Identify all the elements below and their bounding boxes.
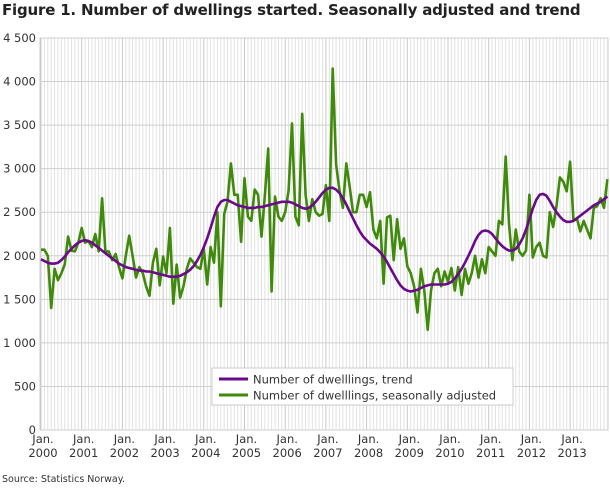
chart-title: Figure 1. Number of dwellings started. S… [2, 1, 581, 19]
plot-area [39, 37, 609, 431]
x-tick-label-year: 2002 [110, 446, 139, 460]
x-tick-label-month: Jan. [31, 432, 53, 446]
y-tick-label: 3 000 [3, 162, 36, 176]
x-tick-label-month: Jan. [438, 432, 460, 446]
x-tick-label-month: Jan. [72, 432, 94, 446]
y-tick-label: 3 500 [3, 118, 36, 132]
y-axis: 0 500 1 000 1 500 2 000 2 500 3 000 3 500 4 000 4… [3, 31, 36, 437]
x-tick-label-month: Jan. [194, 432, 216, 446]
legend-label: Number of dwelllings, seasonally adjuste… [253, 389, 496, 403]
x-tick-label-year: 2012 [517, 446, 546, 460]
x-tick-label-month: Jan. [276, 432, 298, 446]
series-lines [40, 67, 609, 332]
x-tick-label-year: 2003 [150, 446, 179, 460]
y-tick-label: 1 000 [3, 336, 36, 350]
grid [39, 37, 609, 431]
y-tick-label: 4 000 [3, 75, 36, 89]
x-tick-label-year: 2000 [28, 446, 57, 460]
y-tick-label: 500 [14, 379, 36, 393]
x-tick-label-year: 2005 [232, 446, 261, 460]
x-tick-label-month: Jan. [520, 432, 542, 446]
y-tick-label: 1 500 [3, 292, 36, 306]
x-tick-label-month: Jan. [398, 432, 420, 446]
x-tick-label-year: 2006 [273, 446, 302, 460]
seasonally-adjusted-line [41, 67, 609, 332]
trend-line [40, 186, 609, 293]
y-tick-label: 2 500 [3, 205, 36, 219]
legend: Number of dwelllings, trend Number of dwe… [211, 367, 514, 406]
x-tick-label-month: Jan. [316, 432, 338, 446]
x-tick-label-month: Jan. [113, 432, 135, 446]
x-tick-label-year: 2009 [395, 446, 424, 460]
x-tick-label-month: Jan. [479, 432, 501, 446]
x-tick-label-month: Jan. [560, 432, 582, 446]
y-tick-label: 2 000 [3, 249, 36, 263]
x-tick-label-year: 2008 [354, 446, 383, 460]
legend-label: Number of dwelllings, trend [253, 373, 413, 387]
x-tick-label-year: 2013 [557, 446, 586, 460]
x-tick-label-month: Jan. [235, 432, 257, 446]
source-note: Source: Statistics Norway. [2, 474, 125, 485]
x-tick-label-year: 2001 [69, 446, 98, 460]
x-axis: Jan.2000Jan.2001Jan.2002Jan.2003Jan.2004… [28, 432, 586, 460]
x-tick-label-month: Jan. [357, 432, 379, 446]
x-tick-label-month: Jan. [153, 432, 175, 446]
legend-box [211, 367, 514, 406]
x-tick-label-year: 2007 [313, 446, 342, 460]
y-tick-label: 0 [29, 423, 36, 437]
x-tick-label-year: 2004 [191, 446, 220, 460]
x-tick-label-year: 2011 [476, 446, 505, 460]
y-tick-label: 4 500 [3, 31, 36, 45]
x-tick-label-year: 2010 [435, 446, 464, 460]
